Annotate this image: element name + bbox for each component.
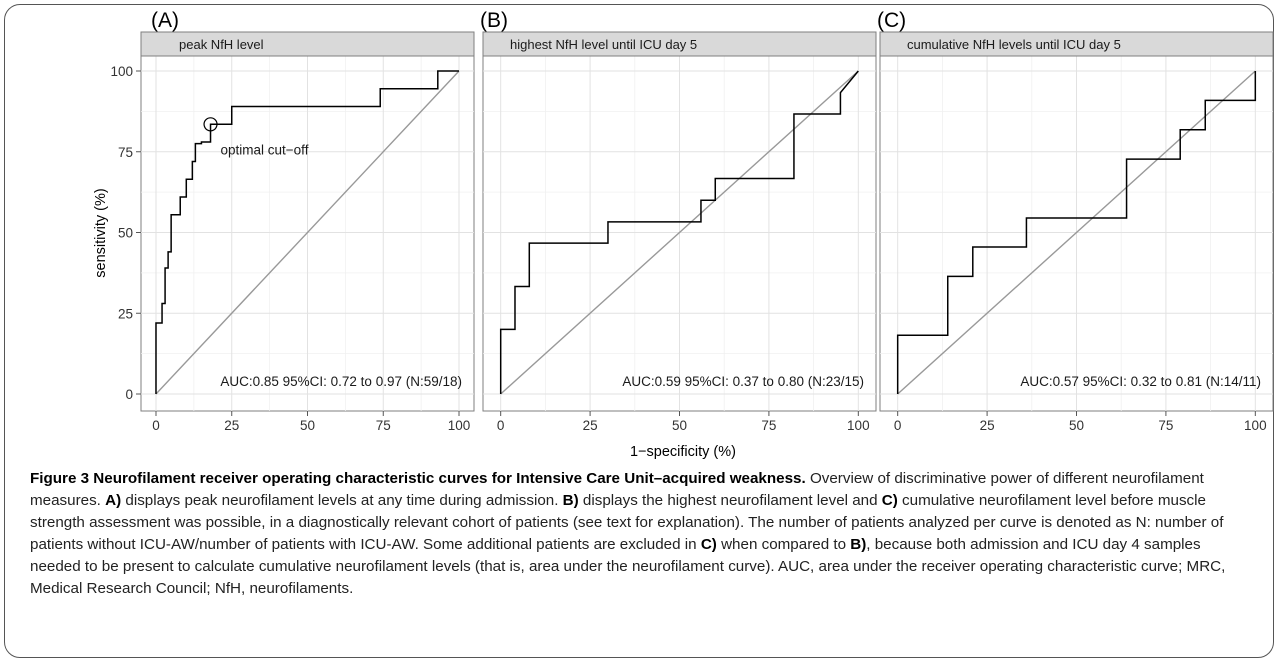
panel-2: cumulative NfH levels until ICU day 5(C)…	[877, 9, 1274, 433]
caption-text: displays peak neurofilament levels at an…	[121, 492, 563, 509]
auc-label: AUC:0.85 95%CI: 0.72 to 0.97 (N:59/18)	[220, 374, 462, 389]
y-axis-label: sensitivity (%)	[93, 188, 109, 277]
x-tick-label: 100	[1244, 418, 1267, 433]
caption-body: Overview of discriminative power of diff…	[30, 470, 1225, 597]
panel-strip	[482, 31, 877, 57]
x-tick-label: 100	[448, 418, 471, 433]
panel-strip-label: highest NfH level until ICU day 5	[510, 37, 697, 52]
figure-caption: Figure 3 Neurofilament receiver operatin…	[30, 468, 1255, 600]
x-tick-label: 100	[847, 418, 870, 433]
panel-tag: (A)	[151, 9, 179, 32]
x-tick-label: 25	[980, 418, 995, 433]
optimal-cutoff-marker	[203, 117, 218, 132]
x-tick-label: 75	[761, 418, 776, 433]
roc-chart: peak NfH level(A) optimal cut−off AUC:0.85…	[93, 9, 1274, 460]
y-tick-label: 100	[110, 64, 133, 79]
caption-panel-ref: C)	[881, 492, 898, 509]
y-tick-label: 0	[125, 387, 133, 402]
x-tick-label: 50	[672, 418, 687, 433]
roc-curve	[499, 70, 859, 394]
panel-0: peak NfH level(A) optimal cut−off AUC:0.85…	[110, 9, 475, 433]
caption-text: , because both admission and ICU day 4 s…	[30, 536, 1226, 597]
panel-strip	[879, 31, 1274, 57]
roc-curve	[896, 71, 1257, 394]
x-axis-label: 1−specificity (%)	[630, 444, 736, 460]
y-tick-label: 75	[118, 145, 133, 160]
x-tick-label: 25	[583, 418, 598, 433]
caption-panel-ref: C)	[700, 536, 717, 553]
caption-text: when compared to	[716, 536, 851, 553]
reference-diagonal	[155, 70, 460, 395]
y-tick-label: 50	[118, 226, 133, 241]
panel-tag: (C)	[877, 9, 906, 32]
x-tick-label: 25	[224, 418, 239, 433]
caption-text: Overview of discriminative power of diff…	[30, 470, 1204, 509]
panel-strip-label: cumulative NfH levels until ICU day 5	[907, 37, 1121, 52]
auc-label: AUC:0.57 95%CI: 0.32 to 0.81 (N:14/11)	[1020, 374, 1261, 389]
caption-title: Figure 3 Neurofilament receiver operatin…	[30, 470, 806, 487]
reference-diagonal	[897, 70, 1256, 395]
x-tick-label: 0	[894, 418, 902, 433]
x-tick-label: 0	[497, 418, 505, 433]
x-tick-label: 50	[300, 418, 315, 433]
panel-tag: (B)	[480, 9, 508, 32]
cutoff-annotation: optimal cut−off	[221, 142, 309, 157]
x-tick-label: 50	[1069, 418, 1084, 433]
panel-strip	[140, 31, 475, 57]
roc-curve	[155, 70, 460, 394]
x-tick-label: 0	[152, 418, 160, 433]
caption-text: displays the highest neurofilament level…	[578, 492, 882, 509]
caption-panel-ref: B)	[562, 492, 579, 509]
caption-panel-ref: B)	[850, 536, 867, 553]
caption-text: cumulative neurofilament level before mu…	[30, 492, 1224, 553]
auc-label: AUC:0.59 95%CI: 0.37 to 0.80 (N:23/15)	[622, 374, 864, 389]
panel-1: highest NfH level until ICU day 5(B) AUC:…	[480, 9, 877, 433]
x-tick-label: 75	[1158, 418, 1173, 433]
panel-strip-label: peak NfH level	[179, 37, 264, 52]
x-tick-label: 75	[376, 418, 391, 433]
caption-panel-ref: A)	[105, 492, 122, 509]
reference-diagonal	[500, 70, 859, 395]
y-tick-label: 25	[118, 306, 133, 321]
